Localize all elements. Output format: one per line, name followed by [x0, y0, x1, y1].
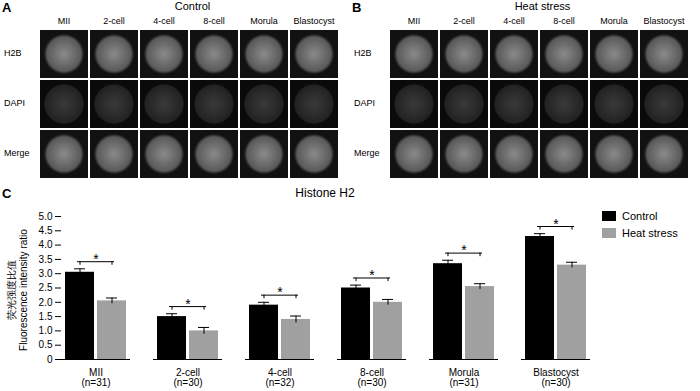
html-text:4-cell: 4-cell: [503, 16, 525, 26]
html-text:Merge: Merge: [354, 148, 380, 158]
svg-text:0: 0: [47, 354, 53, 365]
svg-text:2-cell(n=30): 2-cell(n=30): [173, 367, 202, 388]
html-text:MII: MII: [57, 16, 71, 26]
svg-text:1.5: 1.5: [39, 311, 53, 322]
html-text:H2B: H2B: [354, 48, 372, 58]
html-text:DAPI: DAPI: [354, 98, 375, 108]
svg-text:3.5: 3.5: [39, 254, 53, 265]
svg-text:*: *: [553, 216, 559, 232]
html-text:Merge: Merge: [4, 148, 30, 158]
html-text:Control: Control: [622, 210, 658, 222]
html-text:A: A: [2, 0, 12, 15]
svg-text:*: *: [277, 284, 283, 300]
svg-text:4.0: 4.0: [39, 239, 53, 250]
svg-text:MII(n=31): MII(n=31): [81, 367, 110, 388]
html-text:2-cell: 2-cell: [103, 16, 125, 26]
html-text:DAPI: DAPI: [4, 98, 25, 108]
html-text:H2B: H2B: [4, 48, 22, 58]
html-text:B: B: [352, 0, 362, 15]
svg-text:1.0: 1.0: [39, 325, 53, 336]
html-text:Blastocyst: Blastocyst: [643, 16, 685, 26]
html-text:MII: MII: [407, 16, 421, 26]
svg-text:4-cell(n=32): 4-cell(n=32): [265, 367, 294, 388]
html-text:4-cell: 4-cell: [153, 16, 175, 26]
svg-text:*: *: [369, 267, 375, 283]
svg-text:3.0: 3.0: [39, 268, 53, 279]
html-text:Control: Control: [174, 0, 211, 12]
html-text:Morula: Morula: [600, 16, 628, 26]
svg-text:Morula(n=31): Morula(n=31): [449, 367, 480, 388]
html-text:Heat stress: Heat stress: [622, 227, 678, 239]
svg-text:0.5: 0.5: [39, 339, 53, 350]
html-text:Morula: Morula: [250, 16, 278, 26]
svg-text:*: *: [93, 251, 99, 267]
svg-text:2.0: 2.0: [39, 297, 53, 308]
svg-text:4.5: 4.5: [39, 225, 53, 236]
html-text:荧光强度比值 Fluorescence intensity: 荧光强度比值 Fluorescence intensity ratio: [6, 229, 29, 351]
html-text:8-cell: 8-cell: [203, 16, 225, 26]
html-text:8-cell: 8-cell: [553, 16, 575, 26]
html-text:Heat stress: Heat stress: [514, 0, 571, 12]
svg-text:2.5: 2.5: [39, 282, 53, 293]
html-text:C: C: [2, 186, 12, 201]
svg-text:*: *: [185, 296, 191, 312]
svg-text:Blastocyst(n=30): Blastocyst(n=30): [533, 367, 579, 388]
svg-text:5.0: 5.0: [39, 211, 53, 222]
html-text:Blastocyst: Blastocyst: [293, 16, 335, 26]
html-text:2-cell: 2-cell: [453, 16, 475, 26]
svg-text:8-cell(n=30): 8-cell(n=30): [357, 367, 386, 388]
svg-text:*: *: [461, 242, 467, 258]
html-text:Histone H2: Histone H2: [295, 186, 355, 200]
